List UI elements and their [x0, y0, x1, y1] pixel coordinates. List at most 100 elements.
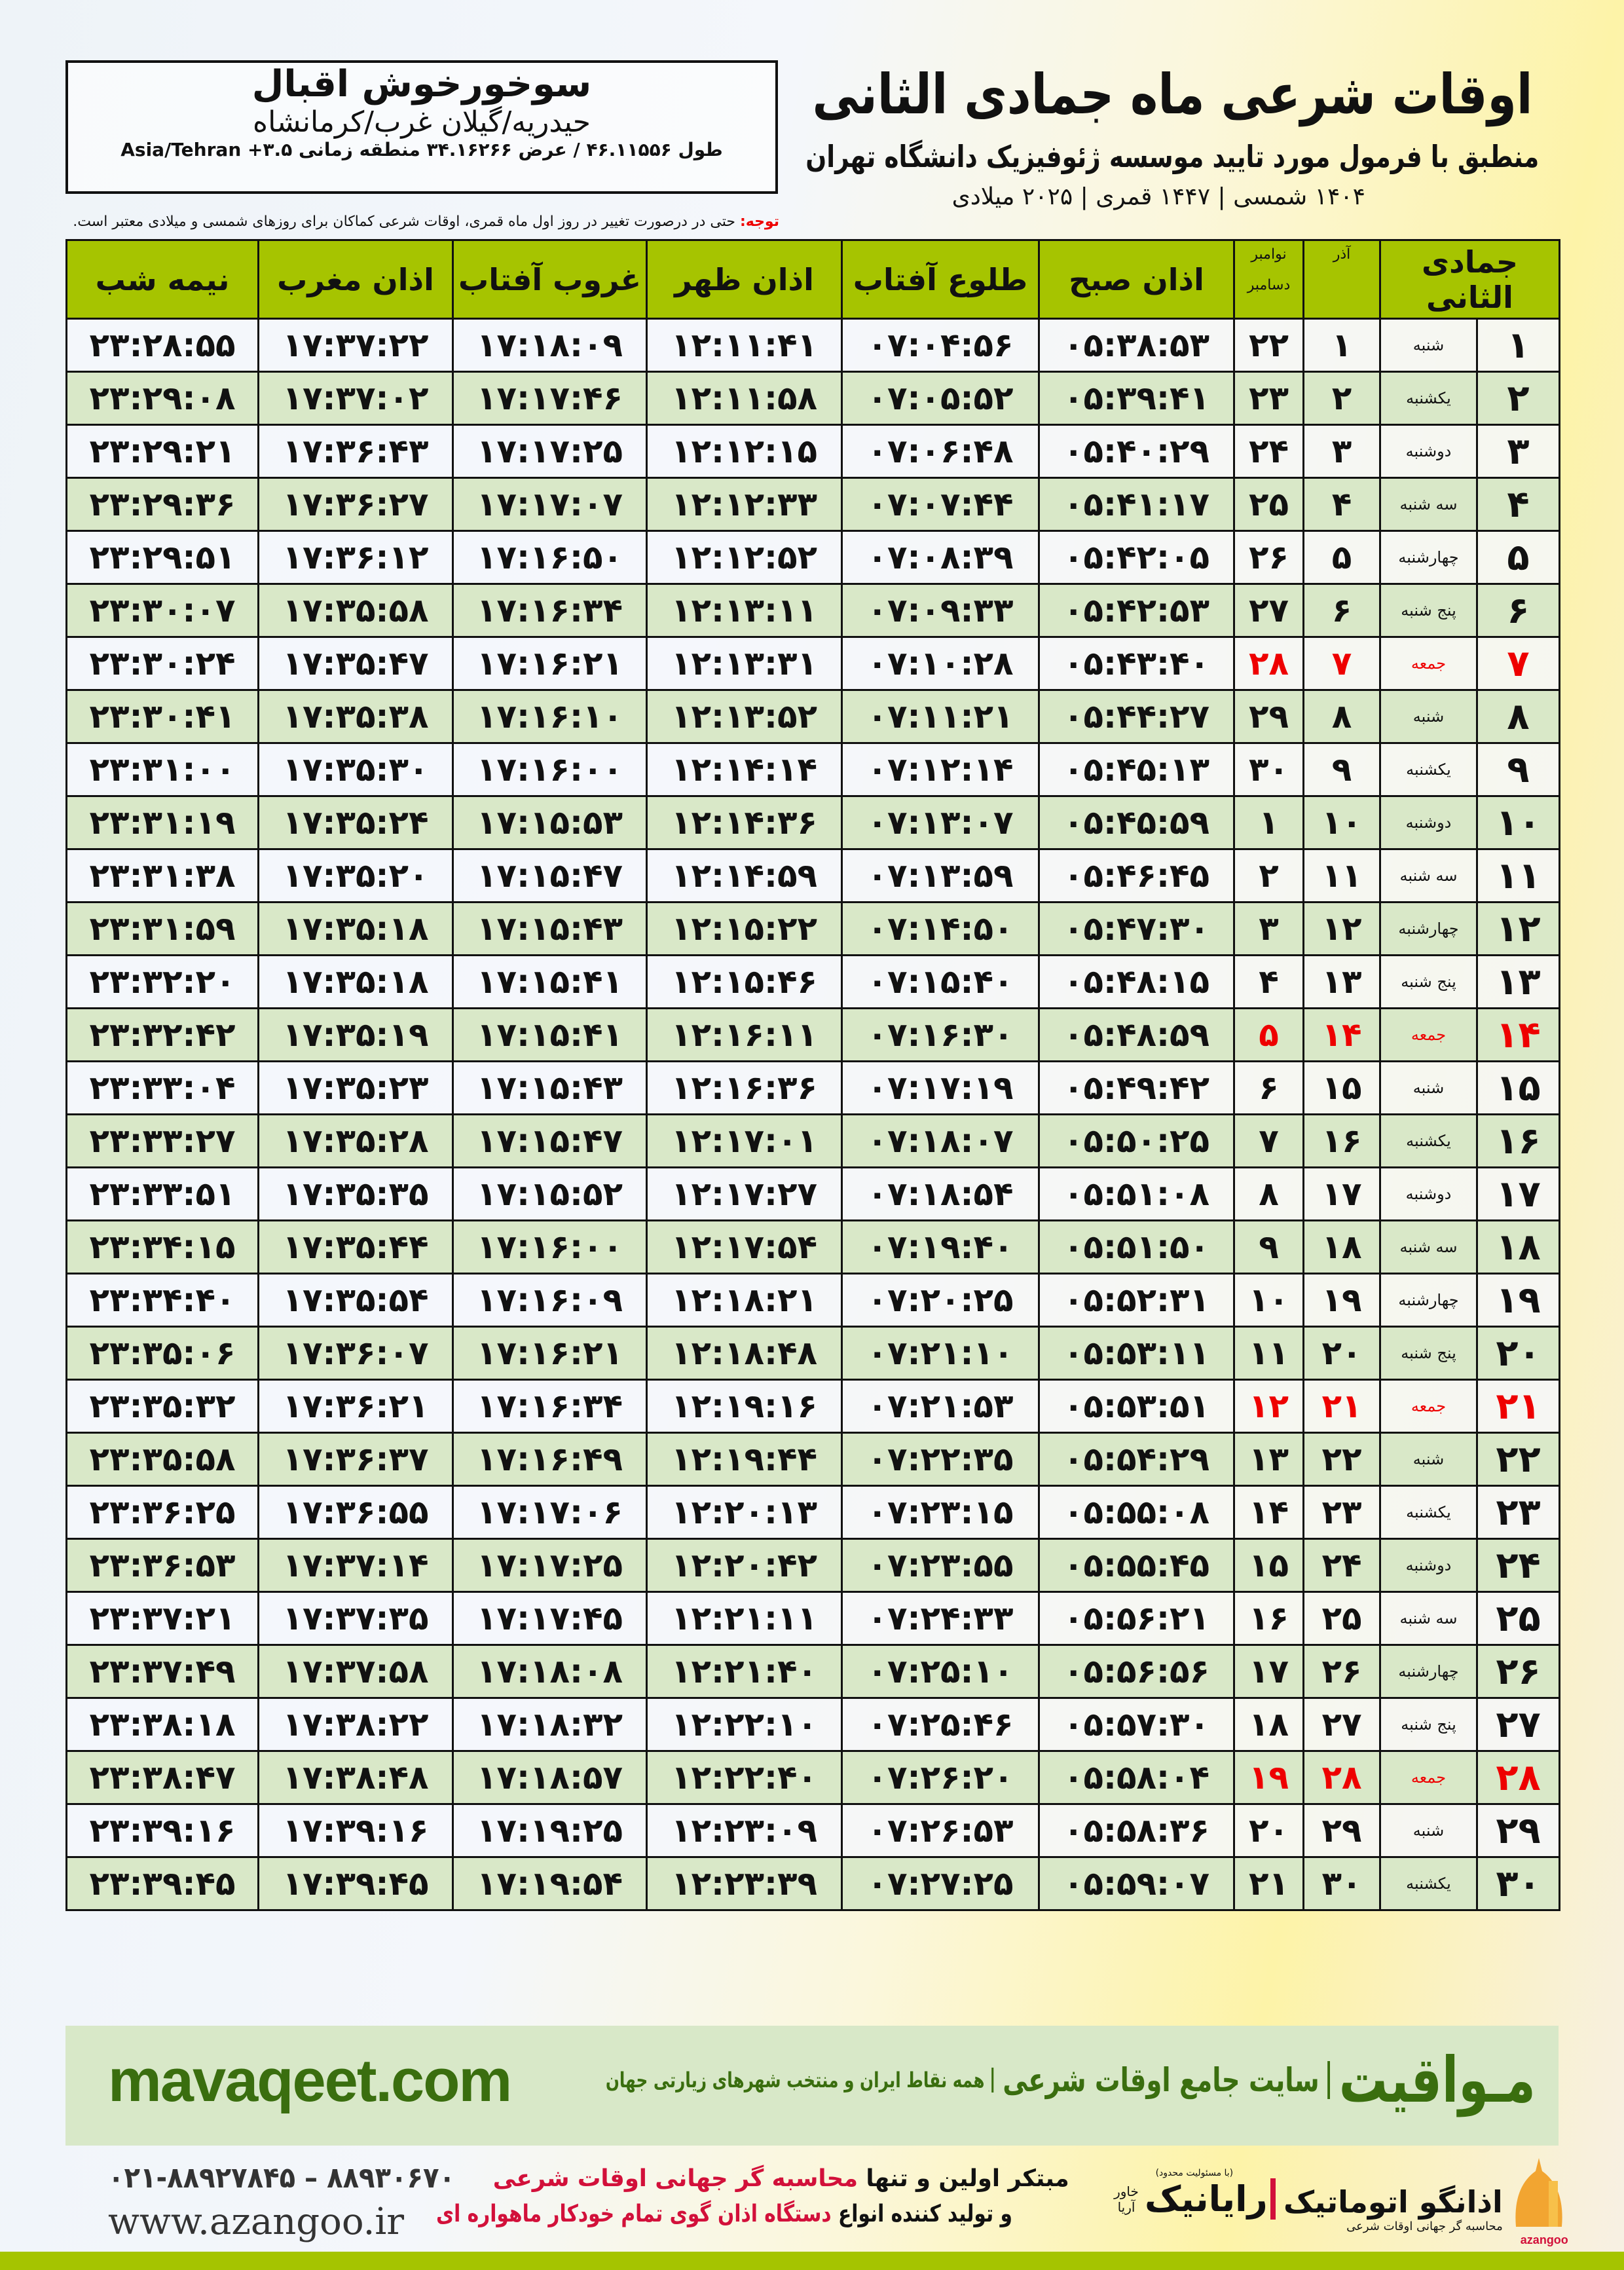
gregorian-date: ۳ [1233, 901, 1304, 956]
azangoo-logo: اذانگو اتوماتیک محاسبه گر جهانی اوقات شر… [1283, 2155, 1568, 2247]
dhuhr-time: ۱۲:۱۲:۳۳ [646, 477, 843, 532]
day-number: ۲ [1476, 371, 1561, 426]
sunset-time: ۱۷:۱۷:۰۶ [452, 1485, 648, 1540]
mavaqeet-tagline-secondary: همه نقاط ایران و منتخب شهرهای زیارتی جها… [606, 2068, 994, 2093]
table-row: ۱۴ جمعه ۱۴ ۵ ۰۵:۴۸:۵۹ ۰۷:۱۶:۳۰ ۱۲:۱۶:۱۱ ۱۷:۱۵:۴… [65, 1007, 1561, 1062]
mavaqeet-banner[interactable] [65, 2026, 1559, 2146]
maghrib-time: ۱۷:۳۷:۱۴ [257, 1538, 454, 1593]
table-row: ۵ چهارشنبه ۵ ۲۶ ۰۵:۴۲:۰۵ ۰۷:۰۸:۳۹ ۱۲:۱۲:۵۲ ۱۷:۱… [65, 530, 1561, 585]
fajr-time: ۰۵:۵۱:۰۸ [1038, 1166, 1235, 1221]
day-number: ۲۹ [1476, 1803, 1561, 1858]
fajr-time: ۰۵:۴۳:۴۰ [1038, 636, 1235, 691]
mavaqeet-url-box[interactable]: mavaqeet.com [108, 2047, 514, 2115]
maghrib-time: ۱۷:۳۷:۳۵ [257, 1591, 454, 1646]
sunset-time: ۱۷:۱۶:۵۰ [452, 530, 648, 585]
gregorian-date: ۲۱ [1233, 1856, 1304, 1911]
fajr-time: ۰۵:۵۳:۱۱ [1038, 1326, 1235, 1381]
day-number: ۹ [1476, 742, 1561, 797]
sunrise-time: ۰۷:۱۳:۰۷ [841, 795, 1040, 850]
weekday: پنج شنبه [1378, 1697, 1479, 1752]
gregorian-date: ۲ [1233, 848, 1304, 903]
table-row: ۲۶ چهارشنبه ۲۶ ۱۷ ۰۵:۵۶:۵۶ ۰۷:۲۵:۱۰ ۱۲:۲۱:۴۰ ۱۷… [65, 1644, 1561, 1699]
weekday: یکشنبه [1378, 1485, 1479, 1540]
azar-date: ۱۴ [1302, 1007, 1381, 1062]
maghrib-time: ۱۷:۳۵:۵۴ [257, 1273, 454, 1328]
fajr-time: ۰۵:۵۸:۳۶ [1038, 1803, 1235, 1858]
weekday: جمعه [1378, 636, 1479, 691]
day-number: ۱۶ [1476, 1113, 1561, 1168]
maghrib-time: ۱۷:۳۵:۵۸ [257, 583, 454, 638]
weekday: دوشنبه [1378, 1166, 1479, 1221]
table-row: ۳۰ یکشنبه ۳۰ ۲۱ ۰۵:۵۹:۰۷ ۰۷:۲۷:۲۵ ۱۲:۲۳:۳۹ ۱۷:۱… [65, 1856, 1561, 1911]
table-row: ۲۹ شنبه ۲۹ ۲۰ ۰۵:۵۸:۳۶ ۰۷:۲۶:۵۳ ۱۲:۲۳:۰۹ ۱۷:۱۹:… [65, 1803, 1561, 1858]
day-number: ۲۱ [1476, 1379, 1561, 1434]
maghrib-time: ۱۷:۳۵:۳۰ [257, 742, 454, 797]
gregorian-date: ۳۰ [1233, 742, 1304, 797]
sunset-time: ۱۷:۱۶:۴۹ [452, 1432, 648, 1487]
sunset-time: ۱۷:۱۵:۴۷ [452, 848, 648, 903]
page-title-box: اوقات شرعی ماه جمادی الثانی [812, 62, 1532, 126]
location-region: حیدریه/گیلان غرب/کرمانشاه [253, 105, 591, 139]
azar-date: ۱۵ [1302, 1060, 1381, 1115]
sunrise-time: ۰۷:۲۳:۱۵ [841, 1485, 1040, 1540]
sunset-time: ۱۷:۱۷:۲۵ [452, 1538, 648, 1593]
mavaqeet-url-link[interactable]: mavaqeet.com [108, 2047, 512, 2114]
table-row: ۱۵ شنبه ۱۵ ۶ ۰۵:۴۹:۴۲ ۰۷:۱۷:۱۹ ۱۲:۱۶:۳۶ ۱۷:۱۵:۴… [65, 1060, 1561, 1115]
mavaqeet-tagline: سایت جامع اوقات شرعی [1003, 2061, 1331, 2099]
fajr-time: ۰۵:۴۹:۴۲ [1038, 1060, 1235, 1115]
weekday: چهارشنبه [1378, 901, 1479, 956]
table-row: ۷ جمعه ۷ ۲۸ ۰۵:۴۳:۴۰ ۰۷:۱۰:۲۸ ۱۲:۱۳:۳۱ ۱۷:۱۶:۲۱… [65, 636, 1561, 691]
midnight-time: ۲۳:۲۹:۳۶ [65, 477, 259, 532]
gregorian-date: ۶ [1233, 1060, 1304, 1115]
weekday: جمعه [1378, 1007, 1479, 1062]
mavaqeet-brand-group: مـواقیت سایت جامع اوقات شرعی همه نقاط ای… [606, 2043, 1536, 2117]
day-number: ۷ [1476, 636, 1561, 691]
day-number: ۱۴ [1476, 1007, 1561, 1062]
promo-line2: و تولید کننده انواع دستگاه اذان گوی تمام… [436, 2197, 1074, 2232]
dhuhr-time: ۱۲:۱۹:۱۶ [646, 1379, 843, 1434]
fajr-time: ۰۵:۵۹:۰۷ [1038, 1856, 1235, 1911]
table-row: ۲۸ جمعه ۲۸ ۱۹ ۰۵:۵۸:۰۴ ۰۷:۲۶:۲۰ ۱۲:۲۲:۴۰ ۱۷:۱۸:… [65, 1750, 1561, 1805]
maghrib-time: ۱۷:۳۵:۱۹ [257, 1007, 454, 1062]
azar-date: ۷ [1302, 636, 1381, 691]
phone-numbers-box: ۰۲۱-۸۸۹۲۷۸۴۵ – ۸۸۹۳۰۶۷۰ [108, 2161, 455, 2195]
day-number: ۲۸ [1476, 1750, 1561, 1805]
day-number: ۱۰ [1476, 795, 1561, 850]
weekday: شنبه [1378, 689, 1479, 744]
day-number: ۱۷ [1476, 1166, 1561, 1221]
gregorian-date: ۲۲ [1233, 318, 1304, 373]
sunset-time: ۱۷:۱۸:۵۷ [452, 1750, 648, 1805]
sunset-time: ۱۷:۱۵:۵۲ [452, 1166, 648, 1221]
fajr-time: ۰۵:۴۵:۱۳ [1038, 742, 1235, 797]
table-row: ۶ پنج شنبه ۶ ۲۷ ۰۵:۴۲:۵۳ ۰۷:۰۹:۳۳ ۱۲:۱۳:۱۱ ۱۷:۱… [65, 583, 1561, 638]
azar-date: ۲۰ [1302, 1326, 1381, 1381]
day-number: ۱۲ [1476, 901, 1561, 956]
header-gregorian-top: نوامبر [1251, 246, 1287, 263]
bottom-bar [0, 2252, 1624, 2270]
maghrib-time: ۱۷:۳۵:۳۸ [257, 689, 454, 744]
weekday: پنج شنبه [1378, 583, 1479, 638]
date-line: ۱۴۰۴ شمسی | ۱۴۴۷ قمری | ۲۰۲۵ میلادی [951, 183, 1365, 210]
day-number: ۵ [1476, 530, 1561, 585]
azangoo-website-box[interactable]: www.azangoo.ir [108, 2201, 455, 2243]
maghrib-time: ۱۷:۳۵:۲۳ [257, 1060, 454, 1115]
maghrib-time: ۱۷:۳۶:۵۵ [257, 1485, 454, 1540]
weekday: یکشنبه [1378, 1856, 1479, 1911]
weekday: جمعه [1378, 1379, 1479, 1434]
sunrise-time: ۰۷:۱۸:۰۷ [841, 1113, 1040, 1168]
weekday: سه شنبه [1378, 1591, 1479, 1646]
dhuhr-time: ۱۲:۲۱:۱۱ [646, 1591, 843, 1646]
dhuhr-time: ۱۲:۲۱:۴۰ [646, 1644, 843, 1699]
fajr-time: ۰۵:۴۷:۳۰ [1038, 901, 1235, 956]
sunrise-time: ۰۷:۱۳:۵۹ [841, 848, 1040, 903]
date-line-box: ۱۴۰۴ شمسی | ۱۴۴۷ قمری | ۲۰۲۵ میلادی [841, 183, 1365, 210]
maghrib-time: ۱۷:۳۶:۲۱ [257, 1379, 454, 1434]
azangoo-website-link[interactable]: www.azangoo.ir [108, 2201, 405, 2243]
azar-date: ۲۵ [1302, 1591, 1381, 1646]
sunrise-time: ۰۷:۱۱:۲۱ [841, 689, 1040, 744]
note-label: توجه: [739, 214, 779, 230]
azar-date: ۱۲ [1302, 901, 1381, 956]
sunset-time: ۱۷:۱۶:۳۴ [452, 1379, 648, 1434]
sunrise-time: ۰۷:۲۱:۵۳ [841, 1379, 1040, 1434]
dhuhr-time: ۱۲:۱۴:۵۹ [646, 848, 843, 903]
